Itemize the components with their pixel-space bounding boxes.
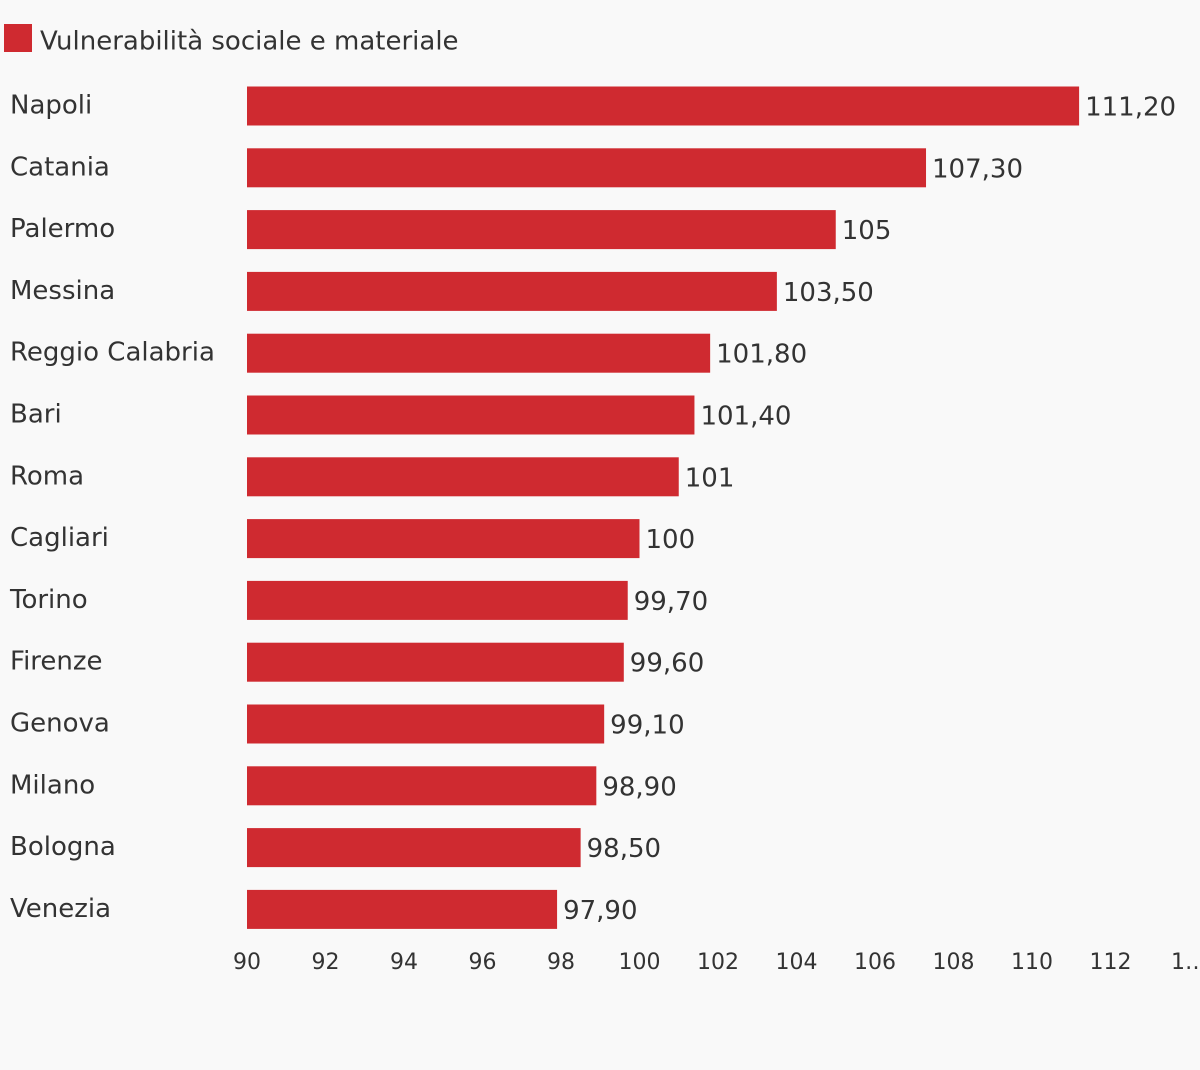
x-tick-label: 112 <box>1090 950 1132 975</box>
x-tick-label: 1… <box>1171 950 1200 975</box>
category-label: Messina <box>10 276 115 306</box>
x-tick-label: 92 <box>312 950 340 975</box>
value-label: 101,40 <box>700 402 791 432</box>
value-label: 97,90 <box>563 896 637 926</box>
value-label: 107,30 <box>932 154 1023 184</box>
bar <box>247 148 927 188</box>
category-label: Napoli <box>10 91 92 121</box>
value-label: 98,50 <box>587 834 661 864</box>
bar <box>247 642 624 682</box>
x-tick-label: 96 <box>469 950 497 975</box>
bar <box>247 395 695 435</box>
value-label: 103,50 <box>783 278 874 308</box>
x-tick-label: 98 <box>547 950 575 975</box>
bar <box>247 519 640 559</box>
value-label: 111,20 <box>1085 93 1176 123</box>
category-label: Milano <box>10 770 95 800</box>
category-label: Roma <box>10 461 84 491</box>
x-tick-label: 110 <box>1011 950 1053 975</box>
value-label: 100 <box>646 525 696 555</box>
category-label: Catania <box>10 152 110 182</box>
value-label: 101,80 <box>716 340 807 370</box>
x-tick-label: 108 <box>933 950 975 975</box>
x-tick-label: 100 <box>619 950 661 975</box>
category-label: Torino <box>9 585 88 615</box>
bar <box>247 271 777 311</box>
x-tick-label: 106 <box>854 950 896 975</box>
category-label: Cagliari <box>10 523 109 553</box>
category-label: Firenze <box>10 647 103 677</box>
x-tick-label: 90 <box>233 950 261 975</box>
bar <box>247 580 628 620</box>
bar <box>247 889 558 929</box>
x-tick-label: 94 <box>390 950 418 975</box>
category-label: Bologna <box>10 832 116 862</box>
category-label: Palermo <box>10 214 115 244</box>
category-label: Bari <box>10 400 62 430</box>
legend-swatch <box>4 24 32 52</box>
bar <box>247 86 1080 126</box>
value-label: 99,10 <box>610 711 684 741</box>
value-label: 99,70 <box>634 587 708 617</box>
value-label: 99,60 <box>630 649 704 679</box>
value-label: 98,90 <box>602 772 676 802</box>
bar <box>247 828 581 868</box>
value-label: 105 <box>842 216 892 246</box>
x-tick-label: 104 <box>776 950 818 975</box>
value-label: 101 <box>685 463 735 493</box>
bar <box>247 704 605 744</box>
category-label: Genova <box>10 709 110 739</box>
legend-label: Vulnerabilità sociale e materiale <box>40 27 459 57</box>
bar <box>247 766 597 806</box>
bar <box>247 457 679 497</box>
bar <box>247 210 836 250</box>
category-label: Venezia <box>10 894 111 924</box>
x-tick-label: 102 <box>697 950 739 975</box>
category-label: Reggio Calabria <box>10 338 215 368</box>
bar <box>247 333 711 373</box>
